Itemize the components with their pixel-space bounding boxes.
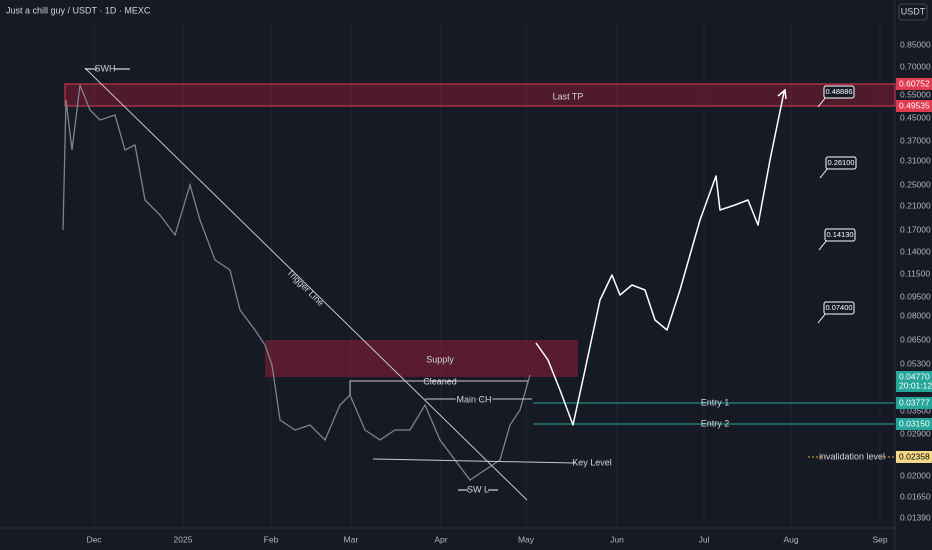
target-label: 0.26100 xyxy=(827,158,854,167)
price-tag xyxy=(896,100,932,112)
price-tag-label: 0.49535 xyxy=(899,100,930,110)
swl-label: SW L xyxy=(467,484,489,494)
price-axis-label: 0.03500 xyxy=(900,405,931,415)
price-axis-label: 0.02900 xyxy=(900,428,931,438)
main-ch-label: Main CH xyxy=(456,394,491,404)
price-axis-label: 0.70000 xyxy=(900,61,931,71)
date-axis-label: Apr xyxy=(434,534,447,544)
currency-button-label[interactable]: USDT xyxy=(901,6,926,16)
price-axis-label: 0.06500 xyxy=(900,334,931,344)
price-axis-label: 0.02000 xyxy=(900,470,931,480)
target-pointer xyxy=(817,96,827,108)
price-tag-label: 0.04770 xyxy=(899,371,930,381)
price-axis-label: 0.17000 xyxy=(900,224,931,234)
date-axis-label: Sep xyxy=(872,534,887,544)
price-axis-label: 0.01650 xyxy=(900,491,931,501)
price-tag-label: 0.03150 xyxy=(899,418,930,428)
cleaned-label: Cleaned xyxy=(423,376,457,386)
entry-1-label: Entry 1 xyxy=(701,397,730,407)
price-axis-label: 0.05300 xyxy=(900,358,931,368)
supply-label: Supply xyxy=(426,354,454,364)
forecast-path xyxy=(535,91,785,426)
price-tag-label: 0.03777 xyxy=(899,397,930,407)
countdown-label: 20:01:12 xyxy=(899,380,932,390)
target-label: 0.14130 xyxy=(826,230,853,239)
symbol-title: Just a chill guy / USDT · 1D · MEXC xyxy=(6,5,151,15)
price-tag xyxy=(896,397,932,409)
price-tag xyxy=(896,78,932,90)
price-axis-label: 0.14000 xyxy=(900,246,931,256)
price-tag-label: 0.60752 xyxy=(899,78,930,88)
price-axis-label: 0.37000 xyxy=(900,135,931,145)
target-box xyxy=(823,85,855,99)
price-axis-label: 0.45000 xyxy=(900,112,931,122)
key-level-label: Key Level xyxy=(572,457,612,467)
target-box xyxy=(824,228,856,242)
currency-button[interactable] xyxy=(898,3,928,21)
forecast-arrow xyxy=(777,88,787,100)
countdown-tag xyxy=(896,380,932,392)
price-tag-label: 0.02358 xyxy=(899,451,930,461)
date-axis-label: Jul xyxy=(699,534,710,544)
date-axis-label: May xyxy=(518,534,535,544)
swh-label: SWH xyxy=(95,63,116,73)
supply-zone xyxy=(265,340,578,377)
date-axis-label: 2025 xyxy=(174,534,193,544)
price-axis-label: 0.08000 xyxy=(900,310,931,320)
date-axis-label: Dec xyxy=(86,534,102,544)
target-label: 0.48886 xyxy=(825,87,852,96)
price-history xyxy=(62,84,531,481)
target-label: 0.07400 xyxy=(825,303,852,312)
price-axis-label: 0.09500 xyxy=(900,291,931,301)
grid xyxy=(93,20,881,528)
price-axis-label: 0.31000 xyxy=(900,155,931,165)
price-axis-label: 0.25000 xyxy=(900,179,931,189)
trigger-line xyxy=(84,67,528,501)
date-axis-label: Feb xyxy=(264,534,279,544)
price-tag xyxy=(896,451,932,463)
entry-2-label: Entry 2 xyxy=(701,418,730,428)
last-tp-label: Last TP xyxy=(553,91,584,101)
target-pointer xyxy=(818,239,828,251)
key-level-line xyxy=(372,458,576,464)
target-pointer xyxy=(819,167,829,179)
price-axis-label: 0.85000 xyxy=(900,39,931,49)
invalidation-label: invalidation level xyxy=(819,451,885,461)
price-axis-label: 0.21000 xyxy=(900,200,931,210)
date-axis-label: Aug xyxy=(783,534,798,544)
price-axis-label: 0.55000 xyxy=(900,89,931,99)
price-tag xyxy=(896,418,932,430)
price-axis-label: 0.11500 xyxy=(900,268,930,278)
target-box xyxy=(825,156,857,170)
price-axis-label: 0.01390 xyxy=(900,512,931,522)
targets: 0.48886 0.26100 0.14130 0.07400 xyxy=(817,85,857,324)
target-pointer xyxy=(817,312,827,324)
date-axis-label: Jun xyxy=(610,534,624,544)
cleaned-line xyxy=(349,380,528,395)
date-axis-label: Mar xyxy=(344,534,359,544)
last-tp-zone xyxy=(64,83,896,107)
target-box xyxy=(823,301,855,315)
